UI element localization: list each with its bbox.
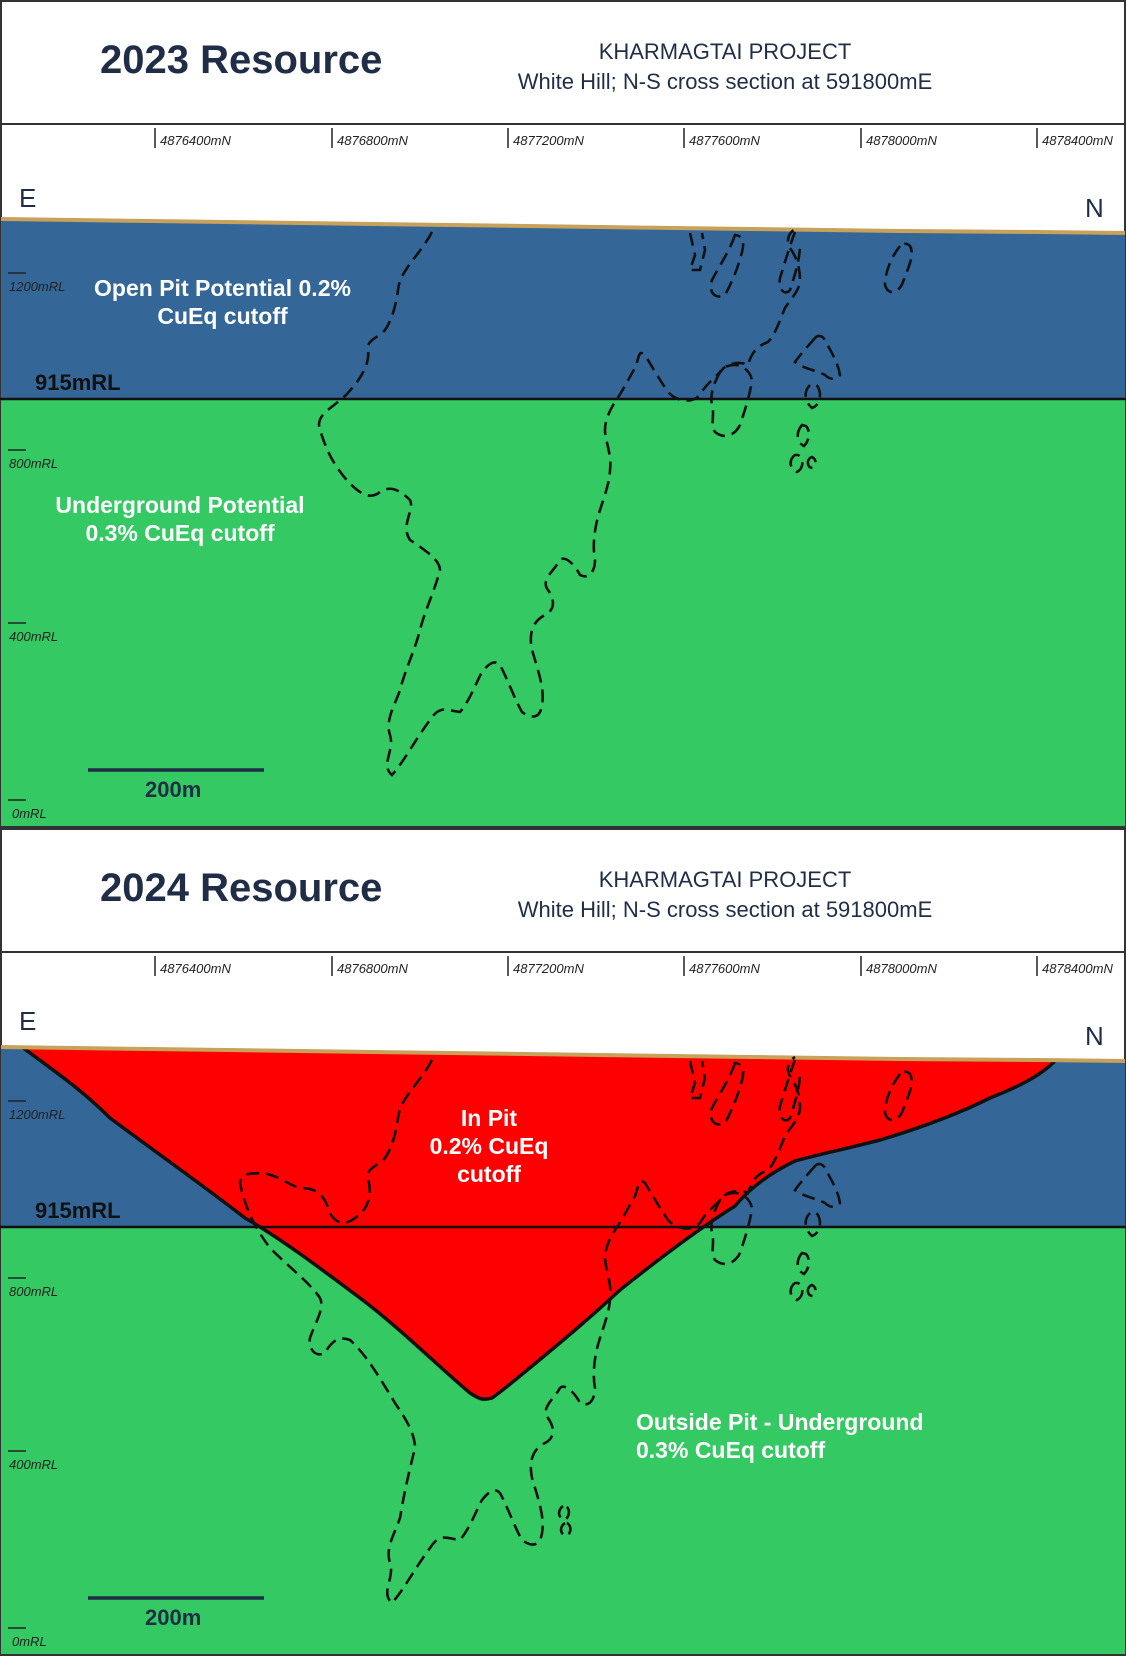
section-2023-graphic [0,0,1126,828]
satellite-orebody-5 [793,334,842,381]
in-pit-label: In Pit 0.2% CuEq cutoff [389,1104,589,1188]
northing-label: 4878400mN [1042,133,1113,148]
rl-label: 1200mRL [9,1107,66,1122]
satellite-orebody-2 [709,233,745,298]
open-pit-label-line1: Open Pit Potential 0.2% [94,275,351,301]
satellite-orebody-9 [789,453,804,474]
panel-2024: 2024 Resource KHARMAGTAI PROJECT White H… [0,828,1126,1656]
underground-label: Underground Potential 0.3% CuEq cutoff [30,491,330,547]
section-2024-graphic [0,828,1126,1656]
panel-title: 2024 Resource [100,866,383,910]
underground-zone [1,399,1125,826]
scale-bar-label: 200m [145,1605,202,1630]
satellite-orebody-6 [710,363,754,438]
in-pit-label-line1: In Pit [460,1105,518,1131]
topographic-surface [0,1045,1126,1063]
project-name: KHARMAGTAI PROJECT [598,39,852,64]
northing-label: 4877200mN [513,961,584,976]
northing-label: 4876800mN [337,961,408,976]
northing-label: 4877600mN [689,133,760,148]
underground-label-line2: 0.3% CuEq cutoff [85,520,275,546]
underground-label-line1: Underground Potential [55,492,305,518]
project-name: KHARMAGTAI PROJECT [598,867,852,892]
in-pit-shell [22,1047,1055,1400]
northing-ticks [154,128,1038,148]
panel-2023: 2023 Resource KHARMAGTAI PROJECT White H… [0,0,1126,828]
northing-label: 4876400mN [160,961,231,976]
satellite-orebody-3 [778,231,802,294]
satellite-orebody-4 [883,242,914,294]
northing-label: 4876400mN [160,133,231,148]
outside-pit-label-line2: 0.3% CuEq cutoff [636,1437,826,1463]
east-direction-label: E [19,183,37,213]
915mrl-label: 915mRL [35,1198,121,1223]
northing-label: 4878000mN [866,133,937,148]
open-pit-label-line2: CuEq cutoff [157,303,288,329]
rl-ticks [8,272,26,801]
north-direction-label: N [1085,193,1104,223]
northing-ticks [154,956,1038,976]
satellite-orebody-9 [789,1281,804,1302]
northing-label: 4877600mN [689,961,760,976]
satellite-orebody-1 [688,232,707,272]
satellite-orebody-4 [883,1070,914,1122]
section-description: White Hill; N-S cross section at 591800m… [517,897,933,922]
section-description: White Hill; N-S cross section at 591800m… [517,69,933,94]
main-orebody-outline [317,227,802,777]
northing-label: 4876800mN [337,133,408,148]
orebody-outlines [317,227,914,777]
satellite-orebody-6 [710,1191,754,1266]
satellite-orebody-2 [709,1061,745,1126]
main-orebody-outline [238,1055,802,1605]
satellite-orebody-8 [796,423,811,448]
outside-pit-label: Outside Pit - Underground 0.3% CuEq cuto… [636,1408,976,1464]
rl-label: 0mRL [12,806,47,821]
rl-label: 400mRL [9,1457,59,1472]
open-pit-zone [1,219,1125,399]
915mrl-label: 915mRL [35,370,121,395]
in-pit-label-line3: cutoff [457,1161,521,1187]
panel-title: 2023 Resource [100,38,383,82]
northing-label: 4877200mN [513,133,584,148]
outside-pit-label-line1: Outside Pit - Underground [636,1409,924,1435]
open-pit-label: Open Pit Potential 0.2% CuEq cutoff [70,274,375,330]
satellite-orebody-11 [557,1504,571,1522]
satellite-orebody-5 [793,1162,842,1209]
north-direction-label: N [1085,1021,1104,1051]
rl-label: 800mRL [9,1284,59,1299]
topographic-surface [0,217,1126,235]
rl-label: 0mRL [12,1634,47,1649]
satellite-orebody-10 [806,455,817,470]
satellite-orebody-12 [559,1521,572,1538]
satellite-orebody-3 [778,1059,802,1122]
rl-label: 1200mRL [9,279,66,294]
northing-label: 4878000mN [866,961,937,976]
east-direction-label: E [19,1006,37,1036]
in-pit-label-line2: 0.2% CuEq [429,1133,549,1159]
satellite-orebody-10 [806,1283,817,1298]
orebody-outlines [238,1055,914,1605]
pit-shell-outline [20,1045,1057,1401]
rl-ticks [8,1100,26,1629]
satellite-orebody-1 [688,1060,707,1100]
rl-label: 400mRL [9,629,59,644]
rl-label: 800mRL [9,456,59,471]
scale-bar-label: 200m [145,777,202,802]
satellite-orebody-8 [796,1251,811,1276]
northing-label: 4878400mN [1042,961,1113,976]
